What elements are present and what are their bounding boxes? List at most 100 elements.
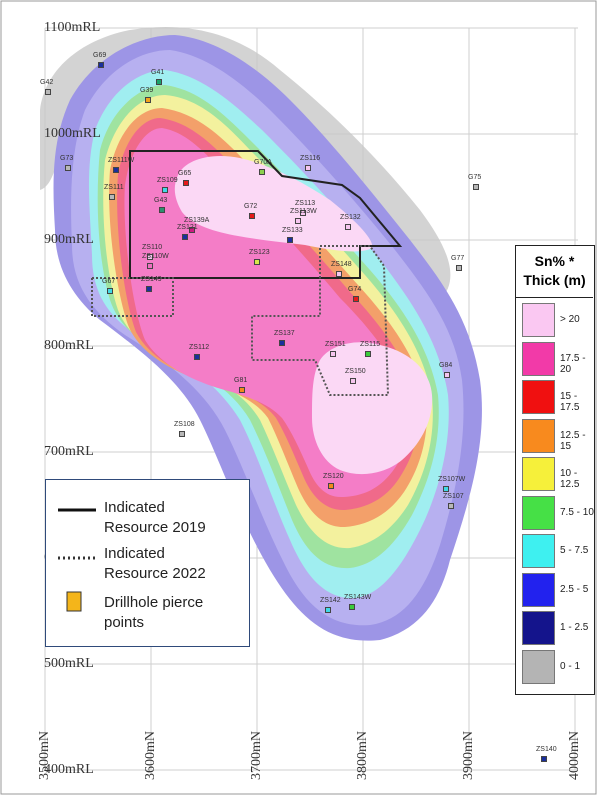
rl-label: 900mRL [44,232,94,247]
drillhole-pierce-point [146,286,152,292]
drillhole-pierce-point [145,97,151,103]
zone-gt20-lower [312,342,433,475]
scale-swatch [522,457,555,491]
drillhole-label: ZS148 [331,261,352,268]
drillhole-pierce-point [147,263,153,269]
drillhole-pierce-point [259,169,265,175]
sn-thickness-scale: Sn% * Thick (m) > 20 17.5 - 20 15 - 17.5 12… [515,245,595,695]
drillhole-label: G41 [151,69,165,76]
drillhole-label: ZS151 [325,341,346,348]
rl-label: 1100mRL [44,20,101,35]
drillhole-pierce-point [353,296,359,302]
drillhole-pierce-point [107,288,113,294]
drillhole-label: ZS142 [320,597,341,604]
legend-indicated-2022-l1: Indicated [104,545,165,562]
drillhole-label: ZS110 [142,244,163,251]
drillhole-label: ZS149 [141,276,162,283]
drillhole-pierce-point [113,167,119,173]
northing-label: 3900mN [461,731,476,780]
scale-bin-label: > 20 [560,314,580,325]
drillhole-pierce-point [279,340,285,346]
scale-bin-label: 7.5 - 10 [560,506,594,518]
drillhole-pierce-point [159,207,165,213]
rl-label: 800mRL [44,338,94,353]
drillhole-pierce-point [179,431,185,437]
drillhole-label: ZS132 [340,214,361,221]
drillhole-label: ZS123 [249,249,270,256]
scale-bin-label: 10 - 12.5 [560,468,580,490]
drillhole-label: G74 [348,286,362,293]
drillhole-label: ZS112 [189,344,210,351]
drillhole-pierce-point [98,62,104,68]
northing-label: 3700mN [249,731,264,780]
drillhole-label: G81 [234,377,248,384]
northing-label: 4000mN [567,731,582,780]
drillhole-pierce-point [156,79,162,85]
drillhole-label: G84 [439,362,453,369]
scale-swatch [522,611,555,645]
drillhole-pierce-point [336,271,342,277]
indicated-resource-2022-outline-2 [251,245,390,396]
drillhole-label: ZS133 [282,227,303,234]
scale-swatch [522,495,555,530]
drillhole-label: ZS115 [360,341,381,348]
drillhole-pierce-point [300,210,306,216]
drillhole-label: ZS107W [438,476,466,483]
drillhole-label: G75 [468,174,482,181]
scale-swatch [522,534,555,568]
drillhole-pierce-point [254,259,260,265]
drillhole-label: G39 [140,87,154,94]
rl-label: 500mRL [44,656,94,671]
scale-title-line2: Thick (m) [523,272,586,288]
drillhole-pierce-point [189,227,195,233]
scale-swatch [522,341,555,376]
drillhole-label: ZS107 [443,493,464,500]
scale-bin-label: 5 - 7.5 [560,545,589,556]
drillhole-pierce-point [330,351,336,357]
drillhole-label: ZS120 [323,473,344,480]
drillhole-label: ZS139A [184,217,210,224]
drillhole-pierce-point [456,265,462,271]
indicated-resource-2019-outline [129,150,403,279]
drillhole-pierce-point [350,378,356,384]
drillhole-label: ZS143W [344,594,372,601]
drillhole-pierce-point [325,607,331,613]
drillhole-pierce-point [305,165,311,171]
rl-label: 400mRL [44,762,94,777]
legend-indicated-2019-l1: Indicated [104,499,165,516]
drillhole-label: ZS110W [142,253,169,260]
drillhole-label: G69 [93,52,107,59]
legend-pierce-l2: points [104,614,145,631]
drillhole-label: ZS140 [536,746,557,753]
drillhole-pierce-point [287,237,293,243]
map-legend: Indicated Resource 2019 Indicated Resour… [45,479,250,647]
scale-bin-label: 1 - 2.5 [560,622,589,633]
drillhole-pierce-point [65,165,71,171]
scale-swatch [522,418,555,453]
drillhole-label: G42 [40,79,54,86]
drillhole-pierce-point [194,354,200,360]
northing-label: 3500mN [37,731,52,780]
drillhole-label: ZS113W [290,208,317,215]
rl-label: 700mRL [44,444,94,459]
drillhole-label: ZS121 [177,224,198,231]
drillhole-pierce-point [448,503,454,509]
drillhole-pierce-point [182,234,188,240]
drillhole-pierce-point [183,180,189,186]
drillhole-label: G67 [102,278,116,285]
drillhole-pierce-point [328,483,334,489]
drillhole-label: ZS111W [108,157,135,164]
scale-title: Sn% * Thick (m) [516,246,593,298]
scale-title-line1: Sn% * [534,253,575,269]
drillhole-pierce-point [345,224,351,230]
scale-bin-label: 0 - 1 [560,660,581,672]
drillhole-pierce-symbol [66,591,82,612]
drillhole-pierce-point [444,372,450,378]
indicated-resource-2022-outline [91,277,174,317]
drillhole-pierce-point [109,194,115,200]
drillhole-label: G70A [254,159,272,166]
drillhole-label: ZS109 [157,177,178,184]
drillhole-pierce-point [541,756,547,762]
